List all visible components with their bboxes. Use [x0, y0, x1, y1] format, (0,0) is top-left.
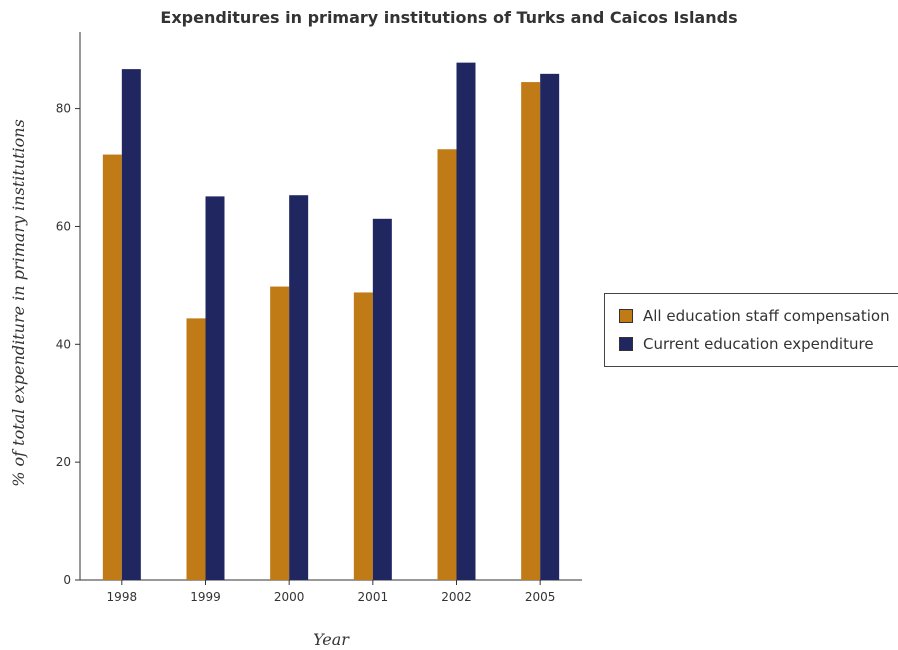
x-tick-label: 2001: [358, 590, 389, 604]
bar-staff-compensation: [521, 82, 541, 580]
bar-staff-compensation: [353, 292, 373, 580]
x-tick-label: 1998: [107, 590, 138, 604]
bar-staff-compensation: [102, 154, 122, 580]
bar-current-expenditure: [372, 218, 392, 581]
y-axis-label: % of total expenditure in primary instit…: [9, 119, 28, 487]
bar-current-expenditure: [456, 62, 476, 580]
x-tick-label: 2002: [441, 590, 472, 604]
x-axis-label: Year: [313, 630, 350, 649]
y-tick-label: 80: [56, 102, 71, 116]
legend-swatch-current-expenditure: [619, 337, 633, 351]
bar-staff-compensation: [270, 286, 290, 580]
y-tick-label: 60: [56, 219, 71, 233]
legend-swatch-staff-compensation: [619, 309, 633, 323]
legend-item-staff-compensation: All education staff compensation: [619, 306, 890, 326]
legend-label-staff-compensation: All education staff compensation: [643, 307, 890, 325]
y-tick-label: 0: [63, 573, 71, 587]
x-tick-label: 2005: [525, 590, 556, 604]
legend-item-current-expenditure: Current education expenditure: [619, 334, 874, 354]
tick-labels: 0 20 40 60 80 1998 1999 2000 2001 2002 2005: [56, 102, 556, 604]
bar-current-expenditure: [205, 196, 225, 580]
bar-current-expenditure: [289, 195, 309, 581]
chart-title: Expenditures in primary institutions of …: [160, 8, 738, 27]
bar-staff-compensation: [437, 149, 457, 581]
bar-current-expenditure: [121, 69, 141, 580]
y-tick-label: 20: [56, 455, 71, 469]
axes: [75, 32, 582, 585]
y-tick-label: 40: [56, 337, 71, 351]
bars: [102, 62, 560, 581]
legend: All education staff compensation Current…: [604, 293, 898, 367]
x-tick-label: 1999: [190, 590, 221, 604]
bar-current-expenditure: [540, 73, 560, 581]
x-tick-label: 2000: [274, 590, 305, 604]
bar-staff-compensation: [186, 318, 206, 580]
legend-label-current-expenditure: Current education expenditure: [643, 335, 874, 353]
